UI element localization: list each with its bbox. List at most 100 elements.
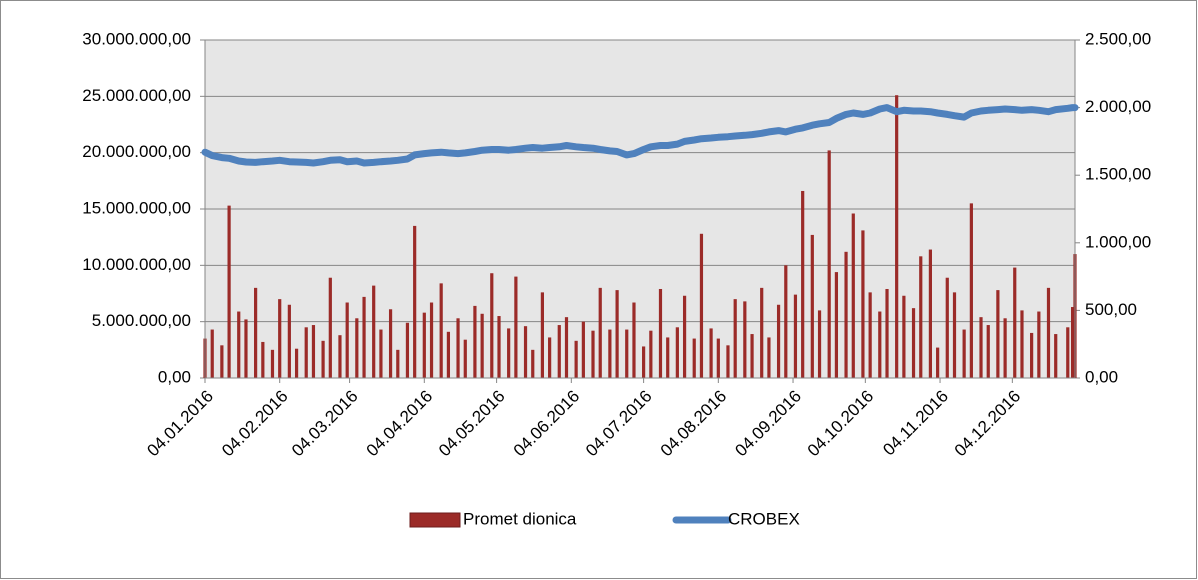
bar [709,328,713,378]
y2-tick-label: 1.000,00 [1085,232,1151,251]
bar [396,349,400,378]
bar [861,230,865,378]
bar [473,305,477,378]
bar [776,304,781,378]
bar [834,272,839,378]
y2-tick-label: 0,00 [1085,367,1118,386]
bar [716,338,720,378]
bar [911,308,916,378]
bar [952,292,957,378]
bar [743,301,747,378]
bar [885,288,889,378]
y-tick-label: 25.000.000,00 [82,86,191,105]
bar [1020,310,1024,378]
bar [514,276,518,378]
bar [1037,311,1041,378]
bar [726,345,730,378]
bar [928,249,933,378]
bar [254,287,258,378]
bar [969,203,973,378]
bar [615,290,619,378]
bar [801,190,805,378]
y-tick-label: 15.000.000,00 [82,198,191,217]
y-tick-label: 5.000.000,00 [92,311,191,330]
bar [810,234,814,378]
bar [1054,334,1058,378]
bar [1030,332,1034,378]
bar [979,317,983,378]
bar [564,317,569,378]
bar [1046,287,1051,378]
bar [793,294,798,378]
bar [868,292,872,378]
bar [878,311,882,378]
bar [682,295,687,378]
bar [581,321,585,378]
bar [591,330,595,378]
bar [429,302,434,378]
bar [463,339,467,378]
bar [598,287,602,378]
bar [328,277,332,378]
bar [379,329,383,378]
bar [372,285,376,378]
bar [480,313,484,378]
bar [244,319,248,378]
bar [304,327,308,378]
bar [649,330,653,378]
bar [642,346,646,378]
bar [784,265,788,378]
bar [851,213,855,378]
bar [574,340,578,378]
bar [767,337,771,378]
bar [261,341,265,378]
bar [270,349,275,378]
y-tick-label: 20.000.000,00 [82,142,191,161]
bar [945,277,949,378]
bar [227,205,231,378]
bar [507,328,511,378]
legend-swatch [409,512,461,528]
bar [338,335,342,378]
bar [210,329,214,378]
bar [936,347,940,378]
bar [1013,267,1017,378]
bar [1070,307,1075,378]
bar [692,338,696,378]
bar [362,296,366,378]
bar [608,329,612,378]
bar [675,327,679,378]
line [201,104,1079,167]
bar [902,295,906,378]
bar [658,288,663,378]
bar [986,325,990,378]
bar [355,318,359,378]
y2-tick-label: 1.500,00 [1085,165,1151,184]
bar [422,312,426,378]
bar [456,318,460,378]
y2-tick-label: 500,00 [1085,300,1137,319]
bar [817,310,822,378]
bar [760,287,764,378]
y-tick-label: 0,00 [158,367,191,386]
bar [996,290,1000,378]
bar [1003,318,1007,378]
legend-label: CROBEX [728,509,800,528]
bar [321,340,325,378]
bar [311,325,316,378]
bar [1066,327,1070,378]
bar [962,329,966,378]
bar [345,302,349,378]
bar [278,299,282,378]
bar [446,331,451,378]
bar [294,348,299,378]
bar [531,349,535,378]
bar [237,311,241,378]
y2-tick-label: 2.500,00 [1085,29,1151,48]
bar [699,233,704,378]
bar [557,325,561,378]
bar [220,345,224,378]
bar [844,251,848,378]
bar [625,329,629,378]
